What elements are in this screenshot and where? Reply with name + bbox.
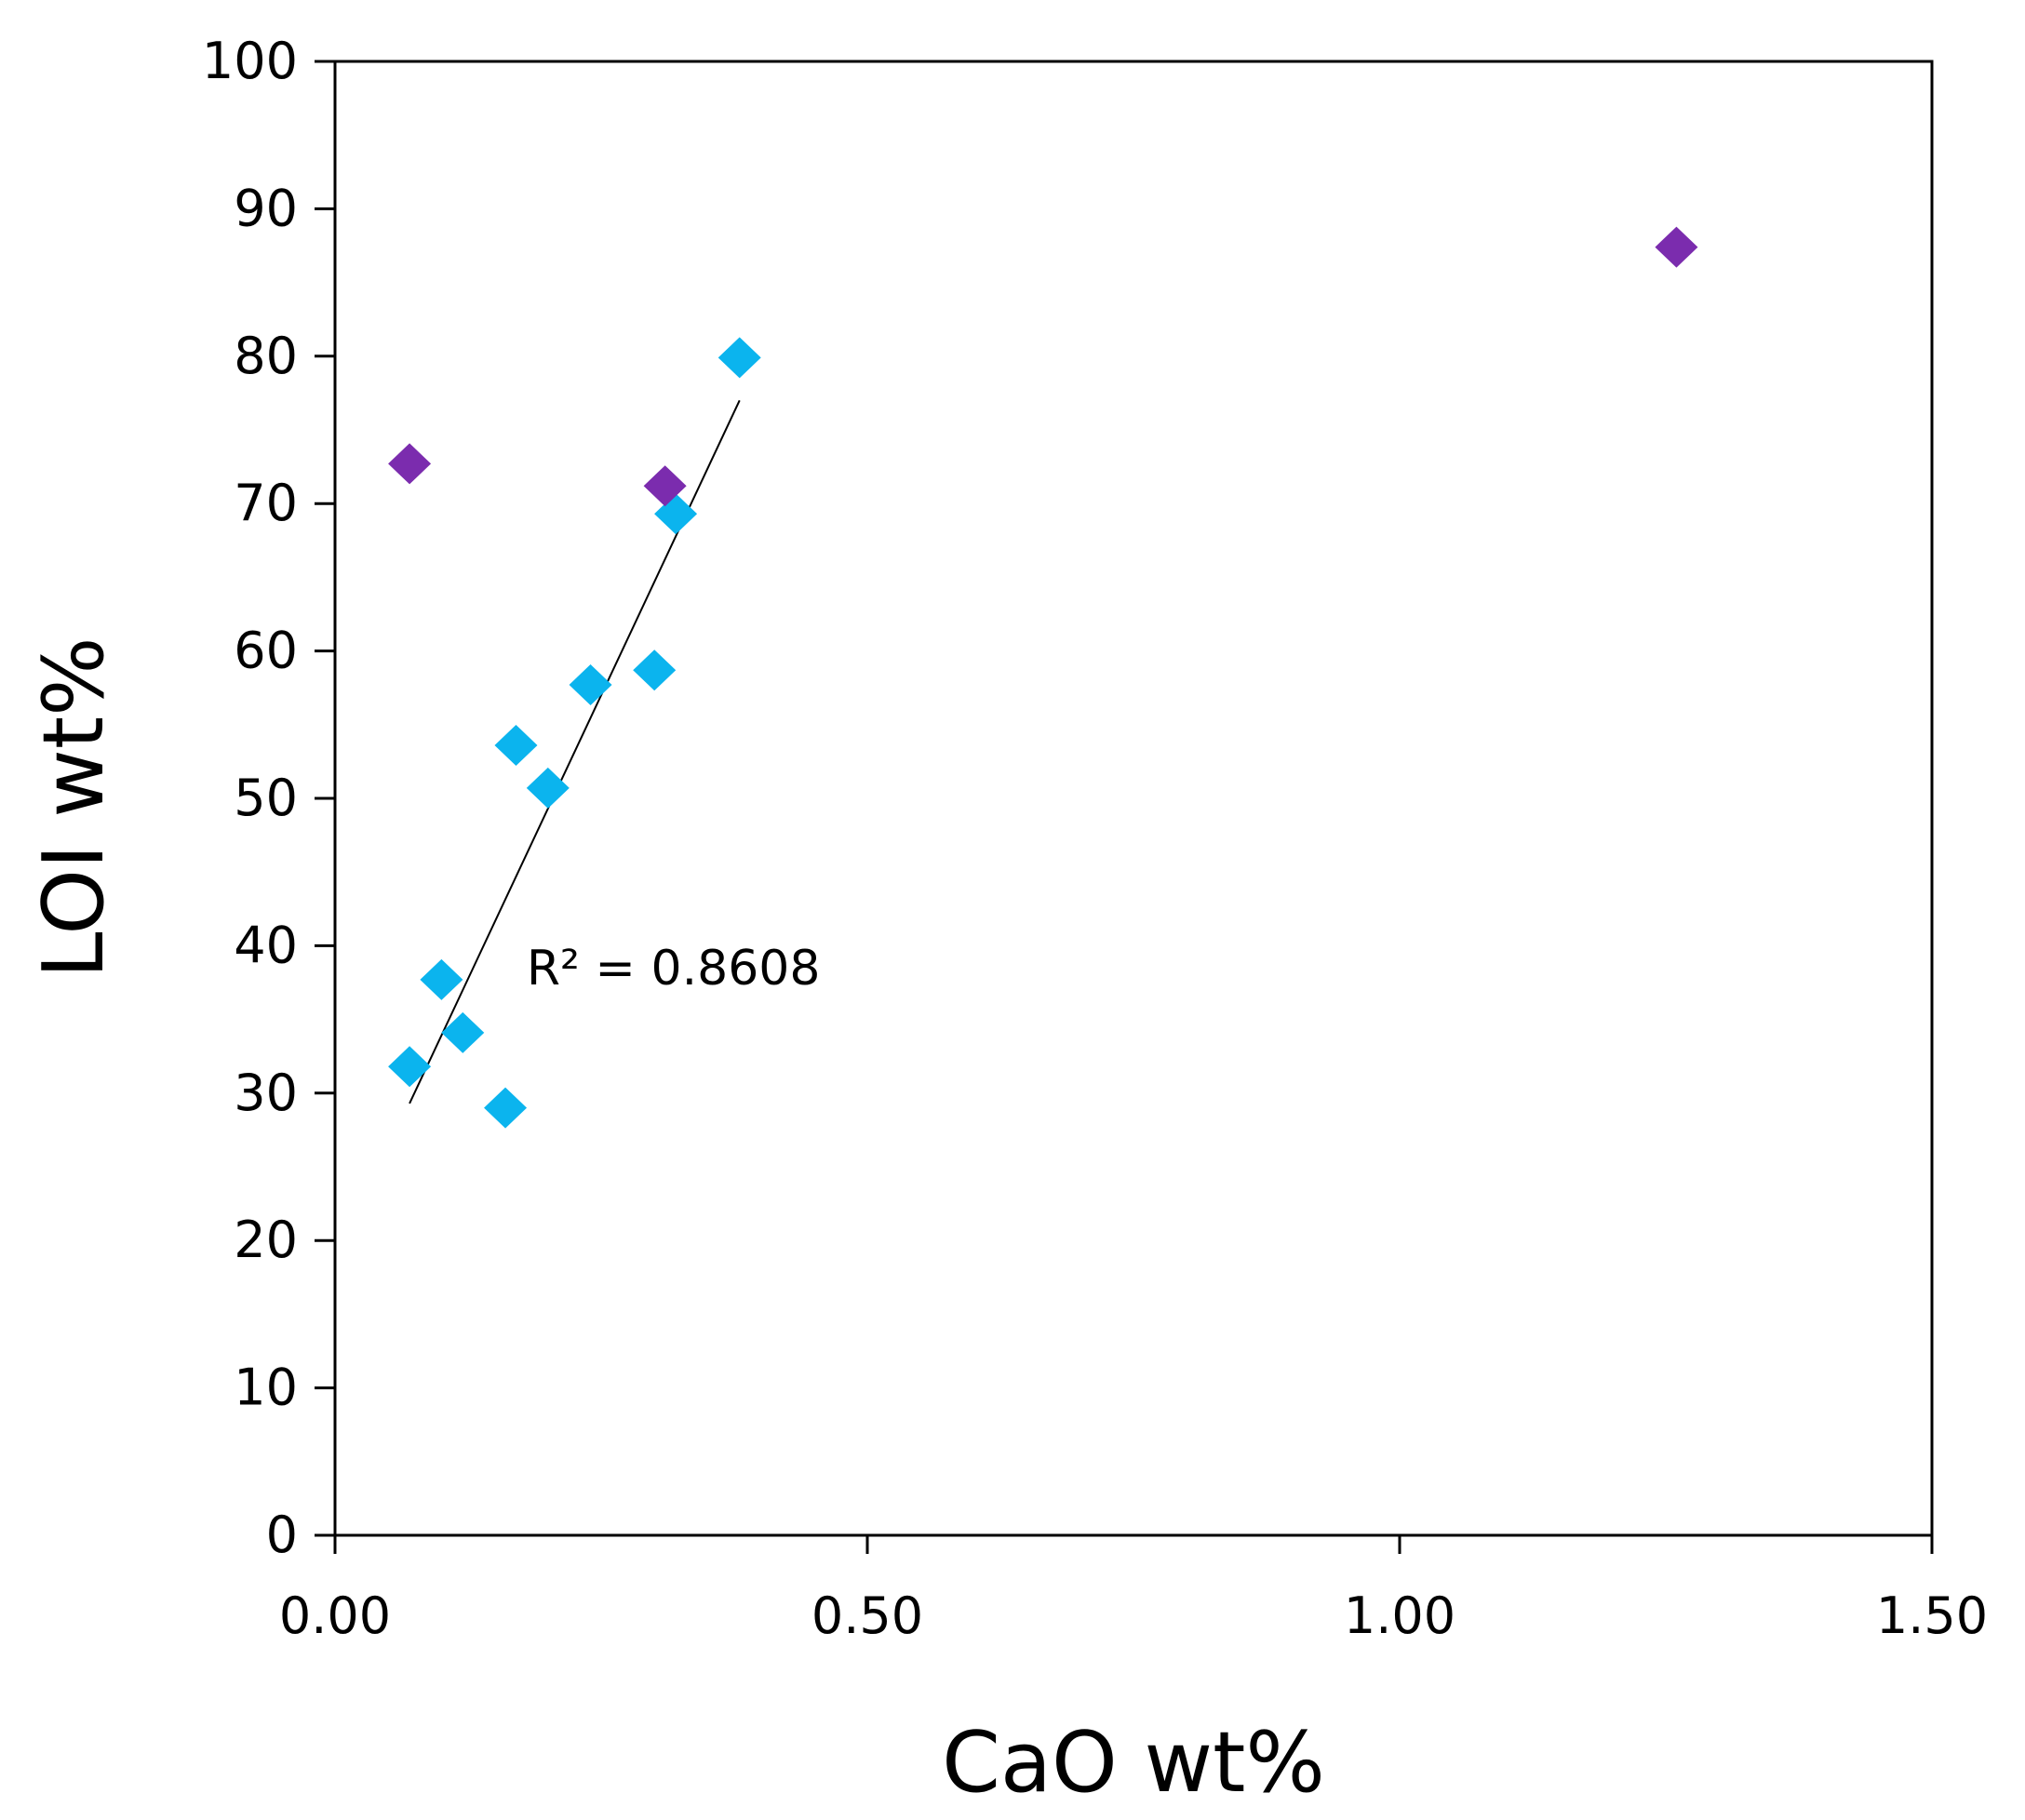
y-tick-label: 100 — [202, 32, 298, 90]
trendline-group — [409, 399, 741, 1104]
data-point-cyan — [633, 649, 677, 691]
data-point-cyan — [494, 724, 538, 766]
y-axis: 0 10 20 30 40 50 60 70 80 90 100 — [202, 32, 335, 1564]
x-tick-label: 1.00 — [1344, 1586, 1455, 1645]
x-axis-title: CaO wt% — [942, 1714, 1325, 1812]
y-tick-label: 90 — [234, 179, 298, 237]
y-tick-label: 50 — [234, 769, 298, 827]
data-point-cyan — [569, 664, 612, 706]
trendline — [409, 399, 741, 1104]
data-point-cyan — [717, 337, 761, 379]
x-tick-label: 0.50 — [811, 1586, 923, 1645]
y-tick-label: 60 — [234, 622, 298, 680]
y-tick-label: 80 — [234, 327, 298, 385]
y-axis-title: LOI wt% — [25, 636, 123, 978]
data-point-cyan — [420, 958, 463, 1000]
x-tick-label: 0.00 — [279, 1586, 391, 1645]
data-point-purple — [1655, 226, 1698, 268]
data-point-cyan — [441, 1011, 485, 1053]
data-point-cyan — [388, 1046, 432, 1088]
data-points — [388, 226, 1698, 1129]
y-tick-label: 30 — [234, 1064, 298, 1122]
y-tick-label: 0 — [266, 1506, 298, 1564]
y-tick-label: 10 — [234, 1358, 298, 1417]
x-tick-label: 1.50 — [1876, 1586, 1988, 1645]
r-squared-annotation: R² = 0.8608 — [527, 941, 821, 997]
y-tick-label: 40 — [234, 916, 298, 974]
plot-area-frame — [333, 60, 1934, 1537]
data-point-purple — [388, 443, 432, 485]
data-point-purple — [643, 465, 687, 507]
data-point-cyan — [484, 1087, 528, 1129]
y-tick-label: 20 — [234, 1211, 298, 1269]
y-tick-label: 70 — [234, 474, 298, 532]
data-point-cyan — [526, 767, 570, 809]
x-axis: 0.00 0.50 1.00 1.50 — [279, 1535, 1988, 1645]
